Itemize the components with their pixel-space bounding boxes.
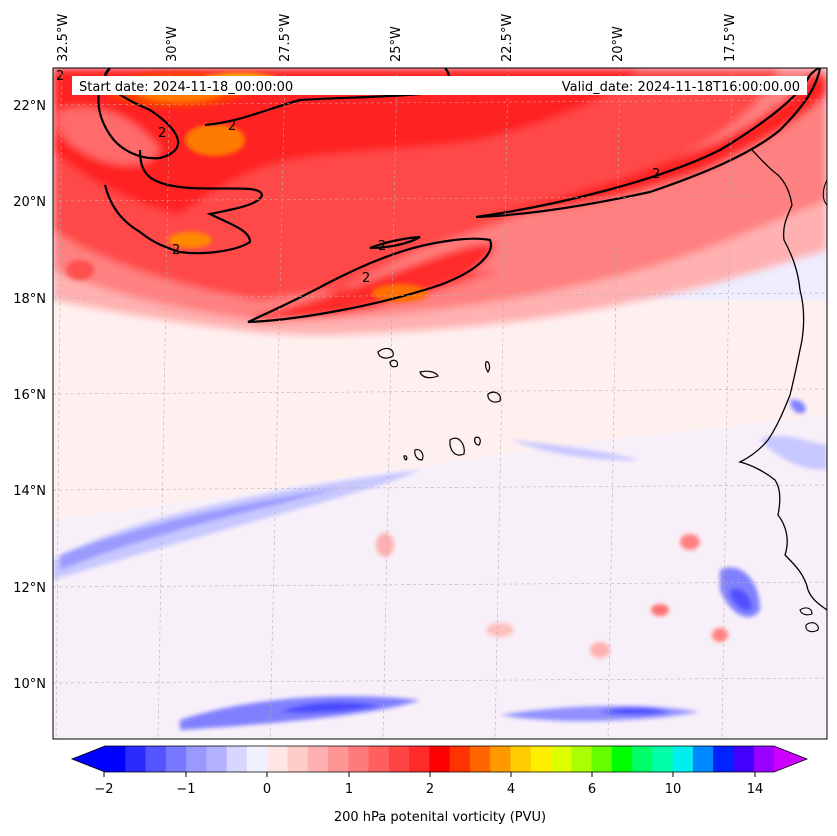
lon-label: 32.5°W	[56, 14, 71, 62]
contour-label: 2	[158, 126, 166, 141]
african-coastline	[738, 149, 827, 611]
colorbar-cell	[145, 746, 167, 772]
colorbar-label: 200 hPa potenital vorticity (PVU)	[334, 810, 546, 825]
colorbar-tick-label: 10	[665, 782, 682, 797]
map-frame	[52, 67, 828, 740]
date-info-box	[72, 76, 807, 95]
colorbar-cell	[429, 746, 451, 772]
start-date-text: Start date: 2024-11-18_00:00:00	[79, 80, 293, 95]
contour-label: 2	[362, 271, 370, 286]
lat-label: 12°N	[13, 581, 46, 596]
contour-label: 2	[378, 239, 386, 254]
colorbar-cell	[226, 746, 248, 772]
colorbar-cell	[733, 746, 755, 772]
colorbar-cell	[186, 746, 207, 772]
lon-label: 17.5°W	[723, 14, 738, 62]
colorbar-ticks	[103, 772, 756, 777]
colorbar-cell	[571, 746, 593, 772]
lon-label: 27.5°W	[278, 14, 293, 62]
contour-label: 2	[652, 167, 660, 182]
colorbar-over-arrow	[774, 746, 807, 772]
colorbar-outline	[70, 745, 809, 773]
colorbar-cell	[165, 746, 187, 772]
graticule	[53, 68, 827, 739]
colorbar-cell	[672, 746, 694, 772]
colorbar-cell	[409, 746, 430, 772]
colorbar-cell	[246, 746, 268, 772]
colorbar-cell	[267, 746, 289, 772]
colorbar-cell	[348, 746, 370, 772]
colorbar-cell	[611, 746, 633, 772]
colorbar-tick-label: 2	[426, 782, 434, 797]
cape-verde-islands	[377, 347, 501, 461]
colorbar-cell	[125, 746, 147, 772]
lat-label: 18°N	[13, 292, 46, 307]
lat-label: 16°N	[13, 388, 46, 403]
lat-label: 22°N	[13, 99, 46, 114]
lat-label: 20°N	[13, 195, 46, 210]
colorbar-tick-label: −2	[94, 782, 113, 797]
negative-pv-patches	[53, 399, 827, 730]
colorbar-cell	[449, 746, 471, 772]
latitude-labels: 22°N 20°N 18°N 16°N 14°N 12°N 10°N	[13, 99, 46, 692]
colorbar-cell	[206, 746, 228, 772]
lat-label: 10°N	[13, 677, 46, 692]
colorbar-cell	[328, 746, 349, 772]
colorbar: −2 −1 0 1 2 4 6 10 14 200 hPa potenital …	[70, 745, 809, 825]
colorbar-cell	[551, 746, 572, 772]
colorbar-cell	[713, 746, 735, 772]
colorbar-cell	[490, 746, 512, 772]
colorbar-cells	[105, 746, 775, 772]
lat-label: 14°N	[13, 484, 46, 499]
colorbar-under-arrow	[72, 746, 105, 772]
colorbar-cell	[692, 746, 714, 772]
colorbar-cell	[530, 746, 552, 772]
colorbar-tick-label: 4	[507, 782, 515, 797]
lon-label: 22.5°W	[500, 14, 515, 62]
colorbar-cell	[591, 746, 613, 772]
valid-date-text: Valid_date: 2024-11-18T16:00:00.00	[562, 80, 800, 95]
lon-label: 30°W	[165, 26, 180, 62]
colorbar-tick-label: 6	[588, 782, 596, 797]
colorbar-cell	[632, 746, 653, 772]
colorbar-cell	[510, 746, 532, 772]
small-pv-patches	[376, 533, 728, 658]
contour-label: 2	[228, 119, 236, 134]
colorbar-tick-label: −1	[176, 782, 195, 797]
colorbar-cell	[287, 746, 309, 772]
lon-label: 25°W	[389, 26, 404, 62]
colorbar-cell	[388, 746, 410, 772]
contour-label: 2	[172, 243, 180, 258]
contour-label: 2	[56, 69, 64, 84]
colorbar-cell	[105, 746, 126, 772]
colorbar-tick-label: 0	[263, 782, 271, 797]
colorbar-cell	[753, 746, 775, 772]
bijagos-islands	[799, 607, 819, 633]
colorbar-cell	[307, 746, 329, 772]
lon-label: 20°W	[611, 26, 626, 62]
colorbar-tick-label: 1	[345, 782, 353, 797]
pv-field: 2 2 2 2 2 2 2	[53, 68, 827, 739]
contour-labels: 2 2 2 2 2 2 2	[56, 69, 660, 286]
colorbar-cell	[368, 746, 390, 772]
colorbar-tick-labels: −2 −1 0 1 2 4 6 10 14	[94, 782, 763, 797]
colorbar-cell	[652, 746, 674, 772]
colorbar-cell	[469, 746, 491, 772]
colorbar-tick-label: 14	[747, 782, 764, 797]
longitude-labels: 32.5°W 30°W 27.5°W 25°W 22.5°W 20°W 17.5…	[56, 14, 738, 62]
